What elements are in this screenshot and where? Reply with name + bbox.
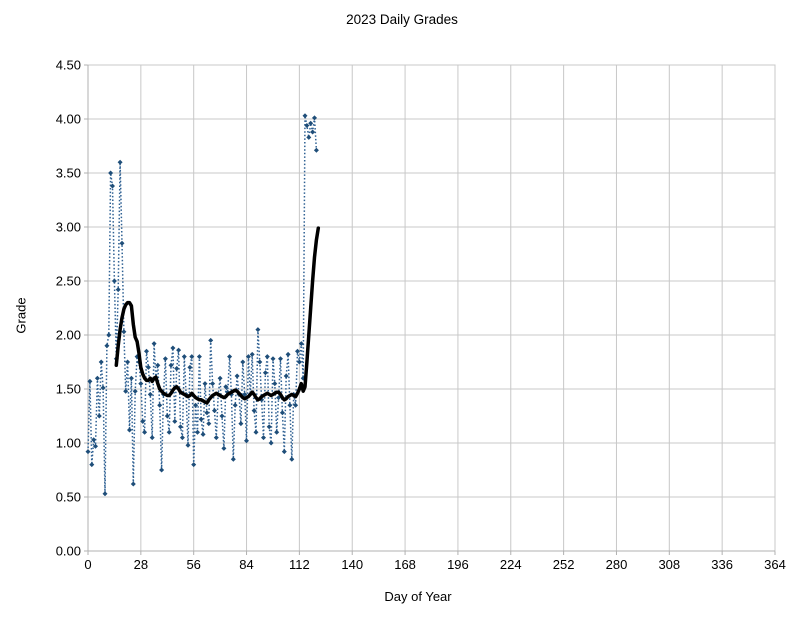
x-tick-label: 224 bbox=[500, 557, 522, 572]
y-tick-label: 4.50 bbox=[56, 58, 81, 73]
y-axis-title: Grade bbox=[13, 297, 29, 334]
y-tick-label: 1.50 bbox=[56, 382, 81, 397]
x-tick-label: 28 bbox=[134, 557, 148, 572]
chart-title: 2023 Daily Grades bbox=[346, 12, 458, 27]
y-tick-label: 2.00 bbox=[56, 328, 81, 343]
x-tick-label: 252 bbox=[553, 557, 575, 572]
daily-grades-dotted-line bbox=[87, 115, 318, 494]
y-tick-label: 1.00 bbox=[56, 436, 81, 451]
y-tick-label: 2.50 bbox=[56, 274, 81, 289]
x-tick-label: 308 bbox=[658, 557, 680, 572]
x-tick-label: 112 bbox=[289, 557, 310, 572]
daily-grades-markers bbox=[85, 113, 319, 497]
y-tick-label: 4.00 bbox=[56, 112, 81, 127]
y-tick-label: 0.50 bbox=[56, 490, 81, 505]
x-tick-label: 56 bbox=[186, 557, 200, 572]
y-tick-label: 3.00 bbox=[56, 220, 81, 235]
plot-border bbox=[87, 64, 776, 552]
y-tick-label: 3.50 bbox=[56, 166, 81, 181]
y-tick-label: 0.00 bbox=[56, 544, 81, 559]
x-tick-label: 196 bbox=[447, 557, 469, 572]
x-tick-label: 280 bbox=[606, 557, 628, 572]
x-tick-label: 168 bbox=[394, 557, 416, 572]
moving-average-line bbox=[114, 226, 321, 405]
x-axis-title: Day of Year bbox=[384, 589, 452, 604]
x-tick-label: 336 bbox=[711, 557, 733, 572]
x-tick-label: 364 bbox=[764, 557, 786, 572]
x-tick-label: 84 bbox=[239, 557, 253, 572]
x-tick-label: 0 bbox=[84, 557, 91, 572]
x-tick-label: 140 bbox=[341, 557, 363, 572]
